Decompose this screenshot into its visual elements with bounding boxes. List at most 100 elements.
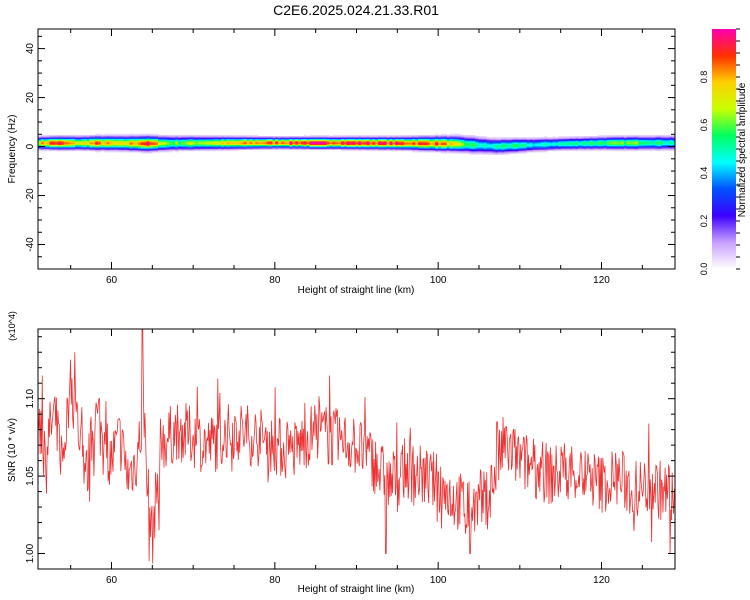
heatmap-cell — [106, 138, 110, 141]
heatmap-cell — [129, 147, 133, 149]
heatmap-cell — [209, 141, 213, 143]
heatmap-cell — [501, 153, 505, 155]
heatmap-cell — [126, 143, 130, 146]
heatmap-cell — [232, 138, 236, 141]
spectrogram-x-tick-label: 120 — [593, 275, 610, 286]
heatmap-cell — [315, 137, 319, 139]
heatmap-cell — [521, 147, 525, 149]
heatmap-cell — [495, 142, 499, 144]
heatmap-cell — [589, 143, 593, 146]
heatmap-cell — [461, 142, 465, 144]
heatmap-cell — [66, 138, 70, 141]
heatmap-cell — [118, 145, 122, 148]
heatmap-cell — [312, 145, 316, 148]
heatmap-cell — [389, 136, 393, 138]
heatmap-cell — [386, 145, 390, 148]
snr-x-tick-label: 80 — [269, 575, 281, 586]
heatmap-cell — [372, 142, 376, 144]
heatmap-cell — [235, 149, 239, 152]
heatmap-cell — [46, 141, 50, 143]
heatmap-cell — [581, 136, 585, 138]
heatmap-cell — [378, 143, 382, 146]
heatmap-cell — [635, 138, 639, 141]
heatmap-cell — [455, 134, 459, 137]
heatmap-cell — [120, 139, 125, 142]
heatmap-cell — [315, 144, 319, 147]
heatmap-cell — [566, 145, 570, 148]
heatmap-cell — [521, 144, 525, 147]
heatmap-cell — [109, 145, 113, 148]
heatmap-cell — [492, 148, 496, 150]
heatmap-cell — [55, 134, 59, 137]
heatmap-cell — [441, 133, 445, 136]
heatmap-cell — [92, 144, 96, 147]
heatmap-cell — [483, 152, 488, 154]
heatmap-cell — [489, 148, 493, 150]
heatmap-cell — [426, 147, 430, 149]
heatmap-cell — [112, 150, 116, 153]
heatmap-cell — [298, 138, 302, 141]
heatmap-cell — [223, 148, 227, 150]
heatmap-cell — [663, 137, 668, 139]
heatmap-cell — [498, 148, 502, 150]
heatmap-cell — [532, 148, 536, 150]
heatmap-cell — [426, 137, 430, 139]
heatmap-cell — [175, 144, 179, 147]
heatmap-cell — [358, 148, 362, 150]
heatmap-cell — [623, 137, 628, 139]
heatmap-cell — [415, 148, 419, 150]
heatmap-cell — [603, 148, 608, 150]
heatmap-cell — [569, 143, 573, 146]
heatmap-cell — [115, 148, 119, 150]
heatmap-cell — [435, 133, 439, 136]
heatmap-cell — [563, 145, 568, 148]
heatmap-cell — [378, 138, 382, 141]
heatmap-cell — [429, 138, 433, 141]
heatmap-cell — [429, 150, 433, 153]
heatmap-cell — [232, 141, 236, 143]
heatmap-cell — [581, 137, 585, 139]
heatmap-cell — [552, 136, 556, 138]
heatmap-cell — [581, 147, 585, 149]
heatmap-cell — [260, 145, 265, 148]
heatmap-cell — [403, 142, 408, 144]
heatmap-cell — [289, 148, 293, 150]
heatmap-cell — [392, 145, 396, 148]
heatmap-cell — [446, 147, 450, 149]
heatmap-cell — [58, 144, 62, 147]
heatmap-cell — [463, 148, 468, 150]
heatmap-cell — [561, 138, 565, 141]
heatmap-cell — [512, 147, 516, 149]
heatmap-cell — [595, 147, 599, 149]
heatmap-cell — [406, 147, 410, 149]
colorbar-tick-label: 0.2 — [699, 215, 709, 228]
heatmap-cell — [318, 143, 322, 146]
heatmap-cell — [266, 148, 270, 150]
heatmap-cell — [106, 136, 110, 138]
heatmap-cell — [495, 141, 499, 143]
heatmap-cell — [446, 141, 450, 143]
heatmap-cell — [343, 137, 347, 139]
heatmap-cell — [58, 148, 62, 150]
heatmap-cell — [466, 142, 470, 144]
heatmap-cell — [106, 143, 110, 146]
heatmap-cell — [289, 138, 293, 141]
heatmap-cell — [449, 136, 453, 138]
heatmap-cell — [612, 138, 616, 141]
heatmap-cell — [643, 141, 648, 143]
heatmap-cell — [406, 149, 410, 152]
heatmap-cell — [343, 148, 347, 150]
heatmap-cell — [166, 136, 170, 138]
heatmap-cell — [446, 144, 450, 147]
heatmap-cell — [672, 143, 675, 146]
heatmap-cell — [223, 145, 227, 148]
heatmap-cell — [283, 148, 287, 150]
heatmap-cell — [566, 144, 570, 147]
heatmap-cell — [46, 139, 50, 142]
heatmap-cell — [52, 142, 56, 144]
heatmap-cell — [555, 139, 559, 142]
heatmap-cell — [329, 148, 333, 150]
heatmap-cell — [138, 148, 142, 150]
heatmap-cell — [235, 144, 239, 147]
heatmap-cell — [372, 149, 376, 152]
